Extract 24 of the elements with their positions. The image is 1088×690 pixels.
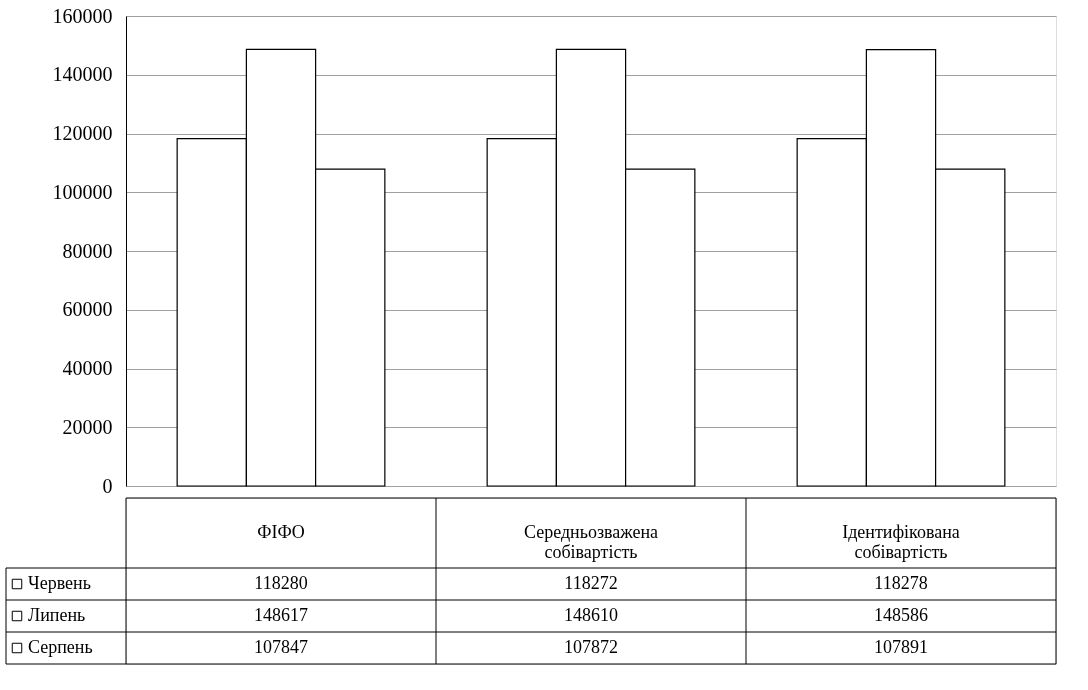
x-tick-label: Ідентифікована собівартість xyxy=(842,522,960,562)
data-label: 107847 xyxy=(254,637,308,657)
legend-label: Червень xyxy=(28,573,91,593)
data-label: 118272 xyxy=(564,573,618,593)
x-tick-label: Середньозважена собівартість xyxy=(523,522,659,562)
y-tick-label: 100000 xyxy=(52,180,113,203)
y-tick-label: 80000 xyxy=(62,239,113,262)
data-label: 148586 xyxy=(874,605,928,625)
data-label: 148610 xyxy=(564,605,618,625)
data-label: 107891 xyxy=(874,637,928,657)
data-label: 118280 xyxy=(254,573,308,593)
data-label: 118278 xyxy=(874,573,928,593)
data-label: 148617 xyxy=(254,605,308,625)
y-tick-label: 140000 xyxy=(52,63,113,86)
y-tick-label: 160000 xyxy=(52,4,113,27)
data-label: 107872 xyxy=(564,637,618,657)
legend-label: Липень xyxy=(28,605,86,625)
legend-label: Серпень xyxy=(28,637,93,657)
y-tick-label: 120000 xyxy=(52,122,113,144)
y-tick-label: 20000 xyxy=(62,415,113,438)
y-tick-label: 60000 xyxy=(62,298,113,321)
y-tick-label: 0 xyxy=(102,474,113,497)
y-tick-label: 40000 xyxy=(62,357,113,379)
x-tick-label: ФІФО xyxy=(257,522,305,542)
